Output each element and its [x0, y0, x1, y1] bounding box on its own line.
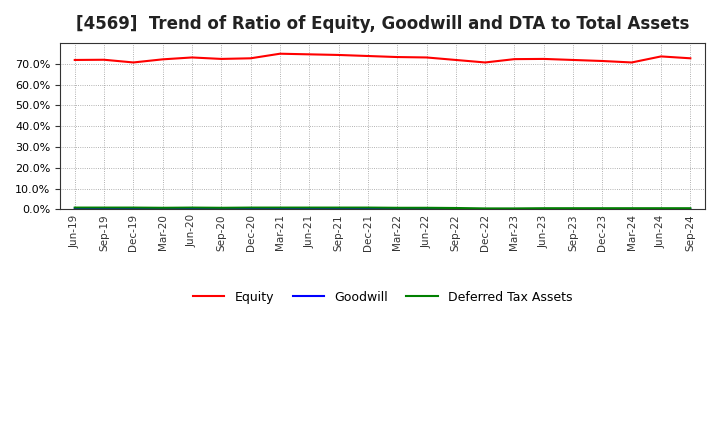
- Goodwill: [569, 206, 577, 212]
- Goodwill: [158, 206, 167, 211]
- Line: Deferred Tax Assets: Deferred Tax Assets: [75, 208, 690, 209]
- Deferred Tax Assets: [393, 205, 402, 210]
- Title: [4569]  Trend of Ratio of Equity, Goodwill and DTA to Total Assets: [4569] Trend of Ratio of Equity, Goodwil…: [76, 15, 689, 33]
- Equity: [569, 57, 577, 62]
- Legend: Equity, Goodwill, Deferred Tax Assets: Equity, Goodwill, Deferred Tax Assets: [188, 286, 577, 309]
- Deferred Tax Assets: [451, 205, 460, 211]
- Equity: [158, 57, 167, 62]
- Equity: [393, 55, 402, 60]
- Deferred Tax Assets: [158, 205, 167, 210]
- Deferred Tax Assets: [510, 206, 519, 211]
- Deferred Tax Assets: [305, 205, 314, 210]
- Deferred Tax Assets: [217, 205, 225, 210]
- Goodwill: [627, 207, 636, 212]
- Goodwill: [129, 206, 138, 211]
- Goodwill: [217, 206, 225, 211]
- Equity: [539, 56, 548, 62]
- Deferred Tax Assets: [569, 205, 577, 211]
- Deferred Tax Assets: [657, 205, 665, 211]
- Equity: [276, 51, 284, 56]
- Equity: [334, 52, 343, 58]
- Goodwill: [393, 206, 402, 212]
- Deferred Tax Assets: [71, 205, 79, 210]
- Equity: [627, 60, 636, 65]
- Goodwill: [305, 206, 314, 211]
- Goodwill: [188, 206, 197, 211]
- Deferred Tax Assets: [188, 205, 197, 210]
- Equity: [188, 55, 197, 60]
- Equity: [364, 53, 372, 59]
- Equity: [217, 56, 225, 62]
- Goodwill: [246, 206, 255, 211]
- Deferred Tax Assets: [100, 205, 109, 210]
- Equity: [451, 57, 460, 62]
- Deferred Tax Assets: [481, 206, 490, 211]
- Deferred Tax Assets: [276, 205, 284, 210]
- Equity: [481, 60, 490, 65]
- Goodwill: [686, 207, 695, 212]
- Deferred Tax Assets: [598, 205, 607, 211]
- Deferred Tax Assets: [539, 205, 548, 211]
- Goodwill: [334, 206, 343, 211]
- Equity: [598, 59, 607, 64]
- Equity: [246, 55, 255, 61]
- Goodwill: [598, 206, 607, 212]
- Equity: [657, 54, 665, 59]
- Deferred Tax Assets: [364, 205, 372, 210]
- Line: Equity: Equity: [75, 54, 690, 62]
- Deferred Tax Assets: [627, 205, 636, 211]
- Equity: [305, 52, 314, 57]
- Goodwill: [539, 206, 548, 212]
- Deferred Tax Assets: [246, 205, 255, 210]
- Equity: [686, 55, 695, 61]
- Equity: [510, 56, 519, 62]
- Equity: [71, 57, 79, 62]
- Goodwill: [422, 206, 431, 212]
- Equity: [100, 57, 109, 62]
- Deferred Tax Assets: [686, 205, 695, 211]
- Goodwill: [481, 206, 490, 212]
- Equity: [129, 60, 138, 65]
- Deferred Tax Assets: [422, 205, 431, 210]
- Goodwill: [100, 206, 109, 211]
- Deferred Tax Assets: [129, 205, 138, 210]
- Goodwill: [510, 206, 519, 212]
- Goodwill: [276, 206, 284, 211]
- Goodwill: [71, 206, 79, 211]
- Deferred Tax Assets: [334, 205, 343, 210]
- Goodwill: [657, 207, 665, 212]
- Goodwill: [364, 206, 372, 212]
- Goodwill: [451, 206, 460, 212]
- Equity: [422, 55, 431, 60]
